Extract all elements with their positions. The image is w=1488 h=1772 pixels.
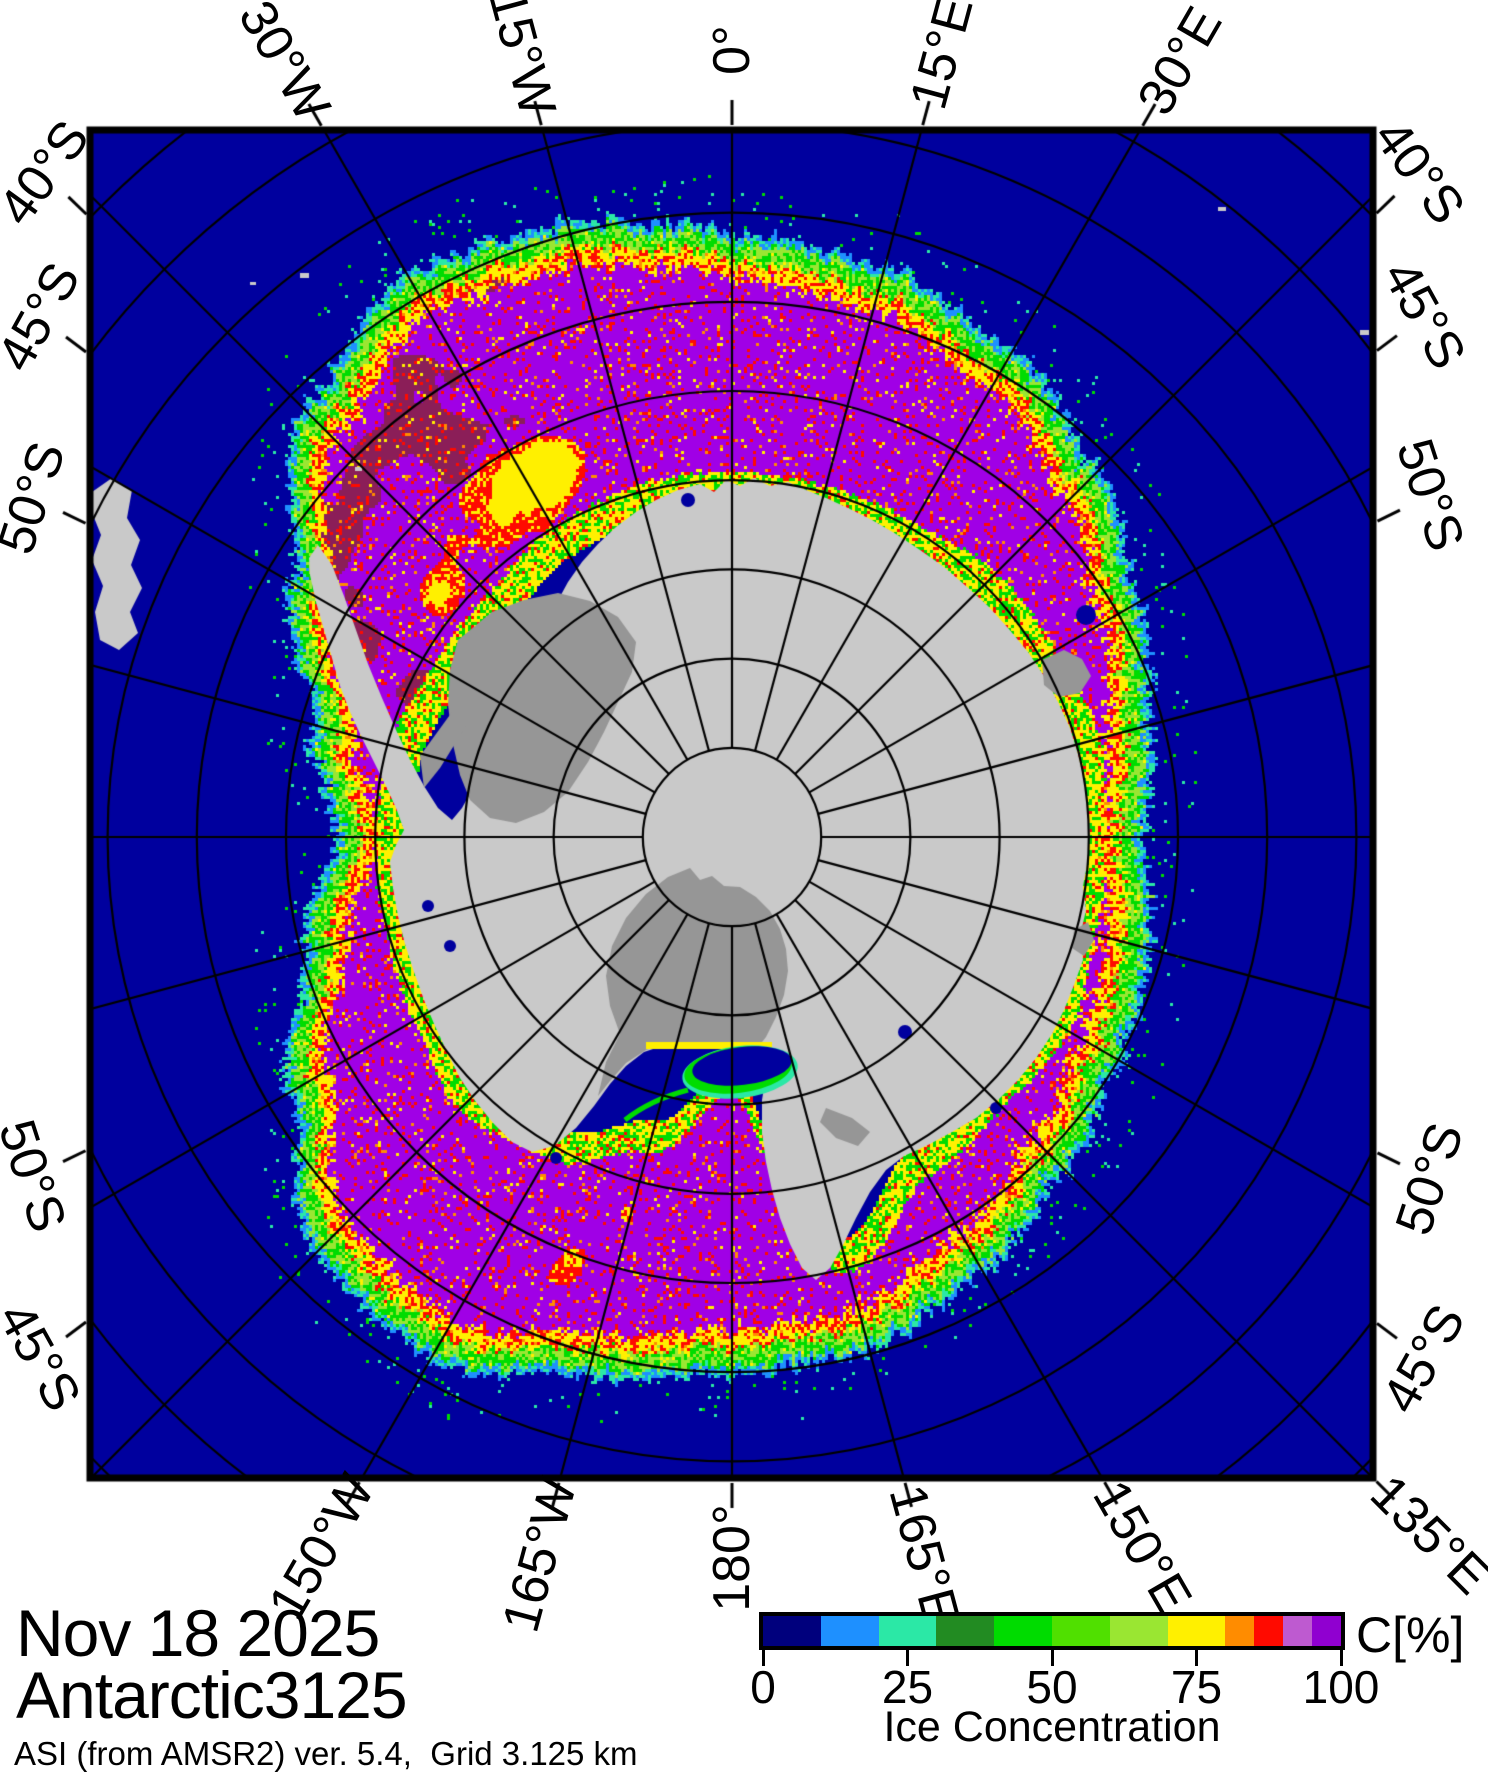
colorbar-segment <box>878 1616 937 1646</box>
source-text: ASI (from AMSR2) ver. 5.4, Grid 3.125 km <box>14 1735 638 1772</box>
colorbar-segment <box>936 1616 995 1646</box>
grid-name-text: Antarctic3125 <box>16 1658 408 1732</box>
colorbar: 0 25 50 75 100 <box>750 1612 1379 1722</box>
colorbar-tick <box>761 1650 765 1666</box>
colorbar-segment <box>1254 1616 1284 1646</box>
colorbar-segment <box>820 1616 879 1646</box>
colorbar-tick-label: 25 <box>881 1661 934 1713</box>
colorbar-axis-label: Ice Concentration <box>883 1703 1221 1751</box>
colorbar-segment <box>994 1616 1052 1646</box>
colorbar-segment <box>1167 1616 1226 1646</box>
colorbar-title: C[%] <box>1356 1607 1465 1663</box>
colorbar-segment <box>1283 1616 1313 1646</box>
colorbar-tick-label: 75 <box>1170 1661 1223 1713</box>
colorbar-tick-label: 100 <box>1302 1661 1380 1713</box>
graticule-label: 180° <box>703 1504 761 1612</box>
colorbar-segment <box>1051 1616 1110 1646</box>
colorbar-segment <box>763 1616 821 1646</box>
colorbar-tick-label: 0 <box>750 1661 776 1713</box>
colorbar-tick <box>1339 1650 1343 1666</box>
colorbar-bar <box>759 1612 1345 1650</box>
colorbar-tick <box>1195 1650 1198 1666</box>
colorbar-segment <box>1225 1616 1255 1646</box>
graticule-label: 0° <box>703 25 761 75</box>
colorbar-tick <box>906 1650 909 1666</box>
colorbar-segment <box>1109 1616 1168 1646</box>
date-text: Nov 18 2025 <box>16 1596 380 1670</box>
colorbar-tick-label: 50 <box>1026 1661 1078 1713</box>
colorbar-tick <box>1050 1650 1054 1666</box>
colorbar-segment <box>1312 1616 1341 1646</box>
